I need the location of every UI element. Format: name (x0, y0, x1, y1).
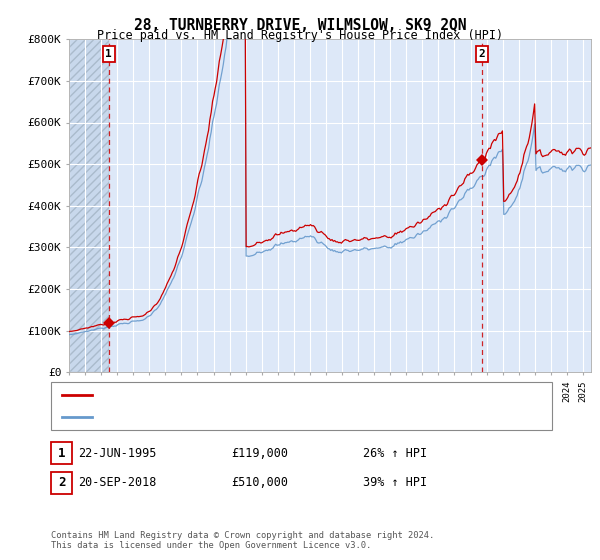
Text: 28, TURNBERRY DRIVE, WILMSLOW, SK9 2QN (detached house): 28, TURNBERRY DRIVE, WILMSLOW, SK9 2QN (… (96, 390, 440, 400)
Text: 2: 2 (58, 476, 65, 489)
Text: 22-JUN-1995: 22-JUN-1995 (78, 446, 157, 460)
Text: 20-SEP-2018: 20-SEP-2018 (78, 476, 157, 489)
Text: 39% ↑ HPI: 39% ↑ HPI (363, 476, 427, 489)
Text: 26% ↑ HPI: 26% ↑ HPI (363, 446, 427, 460)
Text: 2: 2 (479, 49, 485, 59)
Bar (69, 39, 109, 372)
Text: 1: 1 (105, 49, 112, 59)
Text: 1: 1 (58, 446, 65, 460)
Text: £119,000: £119,000 (231, 446, 288, 460)
Text: HPI: Average price, detached house, Cheshire East: HPI: Average price, detached house, Ches… (96, 412, 402, 422)
Text: 28, TURNBERRY DRIVE, WILMSLOW, SK9 2QN: 28, TURNBERRY DRIVE, WILMSLOW, SK9 2QN (134, 18, 466, 33)
Text: Contains HM Land Registry data © Crown copyright and database right 2024.
This d: Contains HM Land Registry data © Crown c… (51, 530, 434, 550)
Text: Price paid vs. HM Land Registry's House Price Index (HPI): Price paid vs. HM Land Registry's House … (97, 29, 503, 42)
Text: £510,000: £510,000 (231, 476, 288, 489)
